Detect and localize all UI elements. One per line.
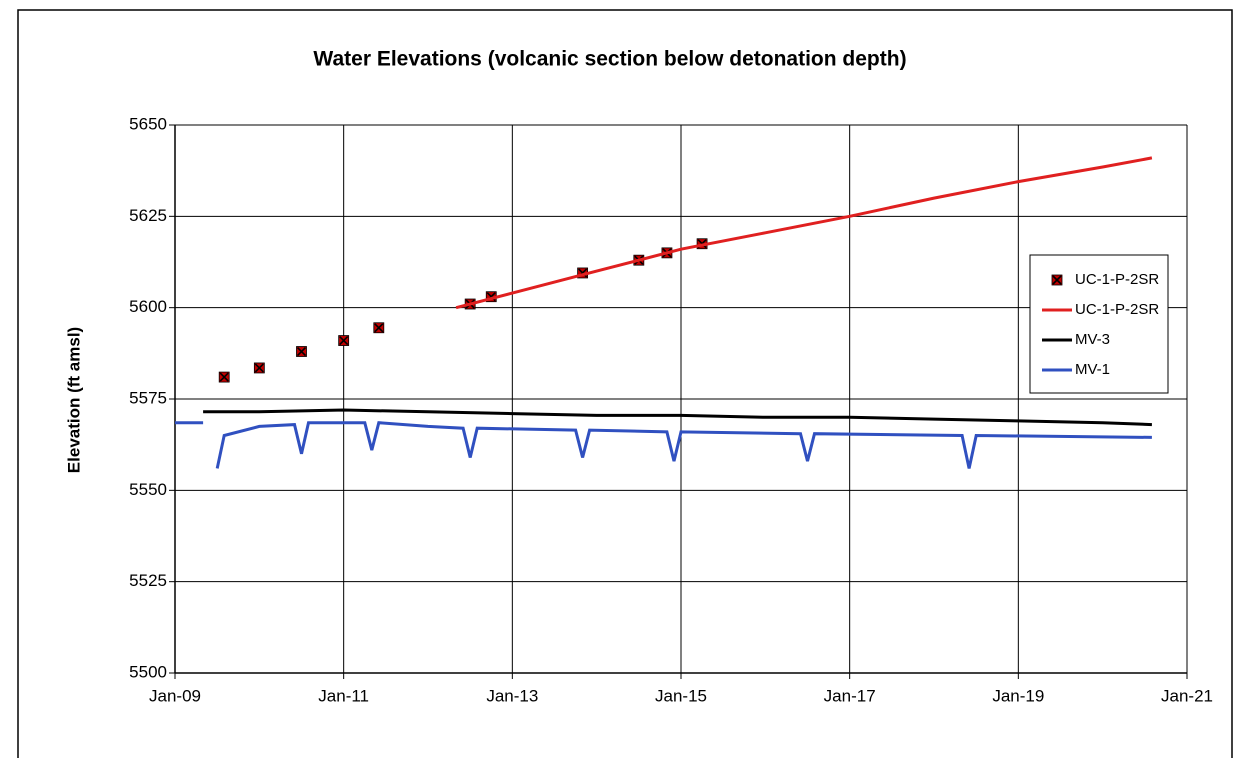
marker-cross (296, 346, 307, 357)
x-tick-label: Jan-11 (318, 686, 369, 705)
marker-cross (219, 372, 229, 382)
legend-label: MV-3 (1075, 331, 1110, 348)
y-axis-label: Elevation (ft amsl) (64, 327, 83, 473)
marker-cross (374, 323, 384, 333)
legend-label: UC-1-P-2SR (1075, 271, 1159, 288)
chart-title: Water Elevations (volcanic section below… (313, 48, 906, 71)
y-tick-label: 5550 (129, 480, 167, 499)
marker (296, 346, 307, 357)
y-tick-label: 5600 (129, 297, 167, 316)
series-line (175, 421, 1152, 469)
x-tick-label: Jan-15 (655, 686, 707, 705)
y-tick-label: 5500 (129, 662, 167, 681)
marker (1051, 274, 1063, 286)
frame (17, 9, 1233, 758)
y-tick-label: 5575 (129, 388, 167, 407)
x-tick-label: Jan-13 (486, 686, 538, 705)
legend-label: UC-1-P-2SR (1075, 301, 1159, 318)
y-tick-label: 5525 (129, 571, 167, 590)
series-line (455, 156, 1153, 310)
marker-cross (339, 335, 349, 346)
marker (338, 335, 350, 346)
series-line (203, 408, 1152, 427)
marker (218, 371, 230, 383)
marker (373, 322, 385, 334)
y-tick-label: 5625 (129, 206, 167, 225)
x-tick-label: Jan-21 (1161, 686, 1213, 705)
x-tick-label: Jan-09 (149, 686, 201, 705)
y-tick-label: 5650 (129, 114, 167, 133)
legend-label: MV-1 (1075, 361, 1110, 378)
marker (253, 362, 265, 374)
x-tick-label: Jan-19 (992, 686, 1044, 705)
marker-cross (1052, 275, 1062, 285)
x-tick-label: Jan-17 (824, 686, 876, 705)
marker-cross (254, 363, 264, 373)
